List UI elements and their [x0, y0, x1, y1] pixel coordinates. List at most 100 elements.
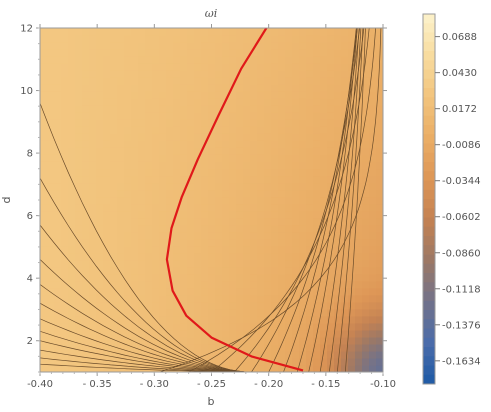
contour-fill-cell [159, 189, 167, 198]
contour-fill-cell [54, 245, 62, 254]
contour-fill-cell [40, 224, 48, 233]
contour-fill-cell [327, 273, 335, 282]
contour-fill-cell [369, 175, 377, 184]
contour-fill-cell [152, 217, 160, 226]
contour-fill-cell [40, 322, 48, 331]
contour-fill-cell [208, 56, 216, 64]
contour-fill-cell [138, 175, 146, 184]
contour-fill-cell [320, 147, 328, 155]
contour-fill-cell [208, 49, 216, 57]
contour-fill-cell [117, 350, 125, 359]
contour-fill-cell [271, 147, 279, 155]
contour-fill-cell [68, 231, 76, 240]
contour-fill-cell [54, 266, 62, 275]
contour-fill-cell [369, 231, 377, 240]
contour-fill-cell [229, 308, 237, 317]
contour-fill-cell [145, 154, 153, 162]
contour-fill-cell [124, 56, 132, 64]
contour-fill-cell [117, 112, 125, 120]
contour-line [211, 28, 370, 372]
colorbar-band [423, 88, 435, 98]
contour-fill-cell [376, 196, 383, 205]
contour-fill-cell [117, 294, 125, 303]
contour-fill-cell [327, 35, 335, 43]
contour-fill-cell [173, 42, 181, 50]
contour-fill-cell [369, 245, 377, 254]
contour-fill-cell [131, 63, 139, 71]
contour-fill-cell [47, 287, 55, 296]
contour-fill-cell [271, 336, 279, 345]
contour-fill-cell [278, 343, 286, 352]
contour-fill-cell [138, 273, 146, 282]
contour-fill-cell [243, 112, 251, 120]
contour-fill-cell [327, 350, 335, 359]
contour-fill-cell [208, 210, 216, 219]
contour-fill-cell [96, 126, 104, 134]
contour-fill-cell [159, 91, 167, 99]
contour-fill-cell [75, 217, 83, 226]
contour-fill-cell [327, 189, 335, 198]
contour-fill-cell [47, 245, 55, 254]
contour-fill-cell [103, 133, 111, 141]
contour-fill-cell [285, 364, 293, 372]
contour-fill-cell [362, 147, 370, 155]
contour-fill-cell [54, 119, 62, 127]
contour-fill-cell [362, 70, 370, 78]
contour-fill-cell [334, 84, 342, 92]
contour-fill-cell [138, 140, 146, 148]
contour-fill-cell [313, 224, 321, 233]
contour-fill-cell [306, 238, 314, 247]
contour-fill-cell [348, 231, 356, 240]
contour-fill-cell [103, 91, 111, 99]
contour-fill-cell [152, 329, 160, 338]
contour-fill-cell [348, 196, 356, 205]
colorbar-band [423, 282, 435, 292]
contour-fill-cell [103, 105, 111, 113]
contour-fill-cell [369, 252, 377, 261]
contour-fill-cell [124, 147, 132, 155]
contour-fill-cell [124, 224, 132, 233]
contour-fill-cell [355, 84, 363, 92]
contour-fill-cell [96, 42, 104, 50]
contour-fill-cell [117, 63, 125, 71]
contour-fill-cell [264, 210, 272, 219]
contour-fill-cell [362, 77, 370, 85]
contour-fill-cell [145, 196, 153, 205]
contour-fill-cell [313, 294, 321, 303]
contour-fill-cell [40, 112, 48, 120]
contour-fill-cell [124, 84, 132, 92]
contour-fill-cell [61, 84, 69, 92]
contour-fill-cell [292, 168, 300, 177]
contour-fill-cell [138, 182, 146, 191]
contour-fill-cell [362, 357, 370, 366]
contour-fill-cell [166, 56, 174, 64]
contour-fill-cell [243, 119, 251, 127]
contour-fill-cell [236, 357, 244, 366]
contour-fill-cell [285, 91, 293, 99]
contour-fill-cell [54, 63, 62, 71]
contour-fill-cell [362, 49, 370, 57]
contour-fill-cell [215, 161, 223, 170]
contour-fill-cell [278, 308, 286, 317]
contour-fill-cell [159, 49, 167, 57]
contour-fill-cell [306, 273, 314, 282]
colorbar-band [423, 171, 435, 181]
contour-fill-cell [187, 196, 195, 205]
contour-fill-cell [208, 70, 216, 78]
contour-fill-cell [278, 287, 286, 296]
contour-fill-cell [103, 329, 111, 338]
contour-fill-cell [61, 301, 69, 310]
contour-fill-cell [89, 294, 97, 303]
contour-fill-cell [222, 231, 230, 240]
colorbar: 0.06880.04300.0172-0.0086-0.0344-0.0602-… [422, 13, 481, 385]
contour-fill-cell [54, 84, 62, 92]
contour-fill-cell [299, 189, 307, 198]
contour-fill-cell [292, 175, 300, 184]
contour-fill-cell [96, 133, 104, 141]
contour-fill-cell [320, 49, 328, 57]
chart-title: ωi [205, 7, 218, 20]
contour-fill-cell [264, 63, 272, 71]
contour-fill-cell [82, 56, 90, 64]
contour-fill-cell [229, 63, 237, 71]
